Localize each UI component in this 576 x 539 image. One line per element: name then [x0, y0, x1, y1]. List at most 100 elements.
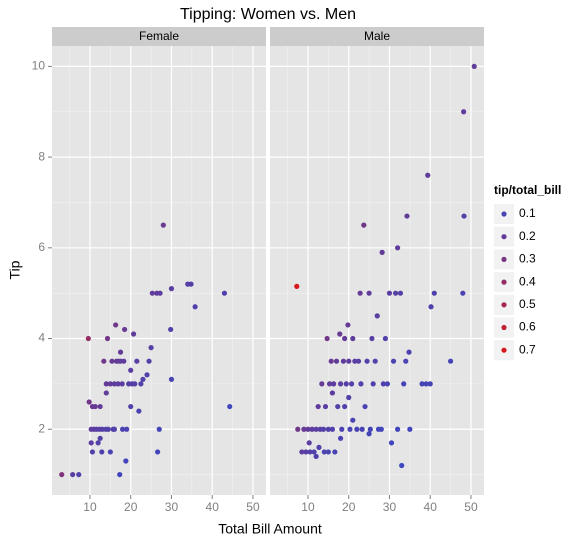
x-tick-label: 30: [383, 500, 397, 514]
point: [347, 426, 353, 432]
point: [366, 290, 372, 296]
y-tick-label: 4: [38, 331, 45, 345]
point: [343, 381, 349, 387]
point: [99, 426, 105, 432]
point: [346, 394, 352, 401]
point: [320, 426, 327, 432]
legend-label: 0.3: [519, 252, 536, 266]
point: [329, 390, 336, 396]
point: [401, 381, 407, 387]
point: [59, 471, 65, 478]
point: [419, 381, 425, 387]
legend-label: 0.5: [519, 297, 536, 311]
point: [313, 453, 319, 460]
point: [97, 435, 103, 441]
x-tick-label: 50: [246, 500, 260, 514]
point: [306, 440, 312, 446]
point: [138, 381, 144, 387]
point: [107, 449, 113, 455]
point: [388, 440, 395, 446]
point: [335, 403, 341, 410]
point: [313, 426, 319, 432]
point: [340, 358, 347, 364]
point: [128, 367, 134, 373]
legend-key: [501, 234, 507, 240]
y-axis-label: Tip: [7, 260, 23, 279]
point: [399, 462, 405, 469]
point: [362, 403, 368, 410]
point: [157, 290, 163, 296]
point: [366, 431, 372, 437]
legend-key: [501, 302, 507, 308]
point: [148, 345, 154, 351]
point: [367, 426, 373, 432]
x-tick-label: 50: [464, 500, 478, 514]
point: [123, 458, 129, 464]
point: [425, 172, 431, 178]
point: [460, 290, 466, 296]
point: [85, 335, 91, 342]
point: [406, 349, 412, 355]
point: [431, 290, 437, 296]
point: [111, 426, 118, 432]
point: [427, 381, 433, 387]
point: [471, 63, 477, 70]
point: [354, 426, 360, 432]
chart-title: Tipping: Women vs. Men: [180, 6, 356, 23]
point: [97, 403, 103, 410]
point: [309, 426, 315, 432]
point: [95, 440, 101, 446]
point: [361, 222, 367, 228]
point: [337, 435, 344, 441]
point: [121, 358, 127, 364]
point: [350, 417, 356, 423]
point: [316, 444, 322, 450]
point: [364, 358, 370, 364]
point: [140, 376, 146, 382]
point: [89, 449, 96, 455]
point: [333, 358, 340, 364]
point: [379, 249, 385, 255]
point: [337, 331, 343, 337]
point: [311, 449, 317, 455]
point: [146, 358, 152, 364]
point: [447, 358, 454, 364]
point: [324, 335, 330, 342]
point: [369, 335, 375, 342]
strip-background: [52, 27, 266, 46]
point: [357, 290, 363, 296]
point: [136, 408, 142, 414]
y-tick-label: 10: [32, 59, 46, 73]
point: [132, 381, 138, 387]
x-tick-label: 40: [424, 500, 438, 514]
point: [101, 358, 107, 364]
point: [149, 290, 155, 296]
point: [370, 381, 376, 387]
point: [342, 403, 348, 410]
point: [111, 381, 118, 387]
point: [227, 403, 233, 410]
panel-background: [52, 46, 266, 495]
point: [76, 471, 82, 478]
point: [315, 403, 321, 410]
point: [461, 213, 467, 219]
point: [122, 326, 128, 333]
point: [372, 358, 378, 364]
legend-label: 0.4: [519, 274, 536, 288]
point: [337, 381, 344, 387]
point: [160, 222, 166, 228]
point: [155, 449, 161, 455]
point: [86, 399, 92, 405]
x-tick-label: 20: [342, 500, 356, 514]
legend-label: 0.6: [519, 320, 536, 334]
point: [328, 358, 334, 364]
x-tick-label: 10: [83, 500, 97, 514]
point: [423, 381, 429, 387]
point: [358, 381, 364, 387]
point: [395, 245, 401, 251]
point: [117, 471, 123, 478]
point: [461, 109, 467, 115]
point: [322, 403, 329, 410]
